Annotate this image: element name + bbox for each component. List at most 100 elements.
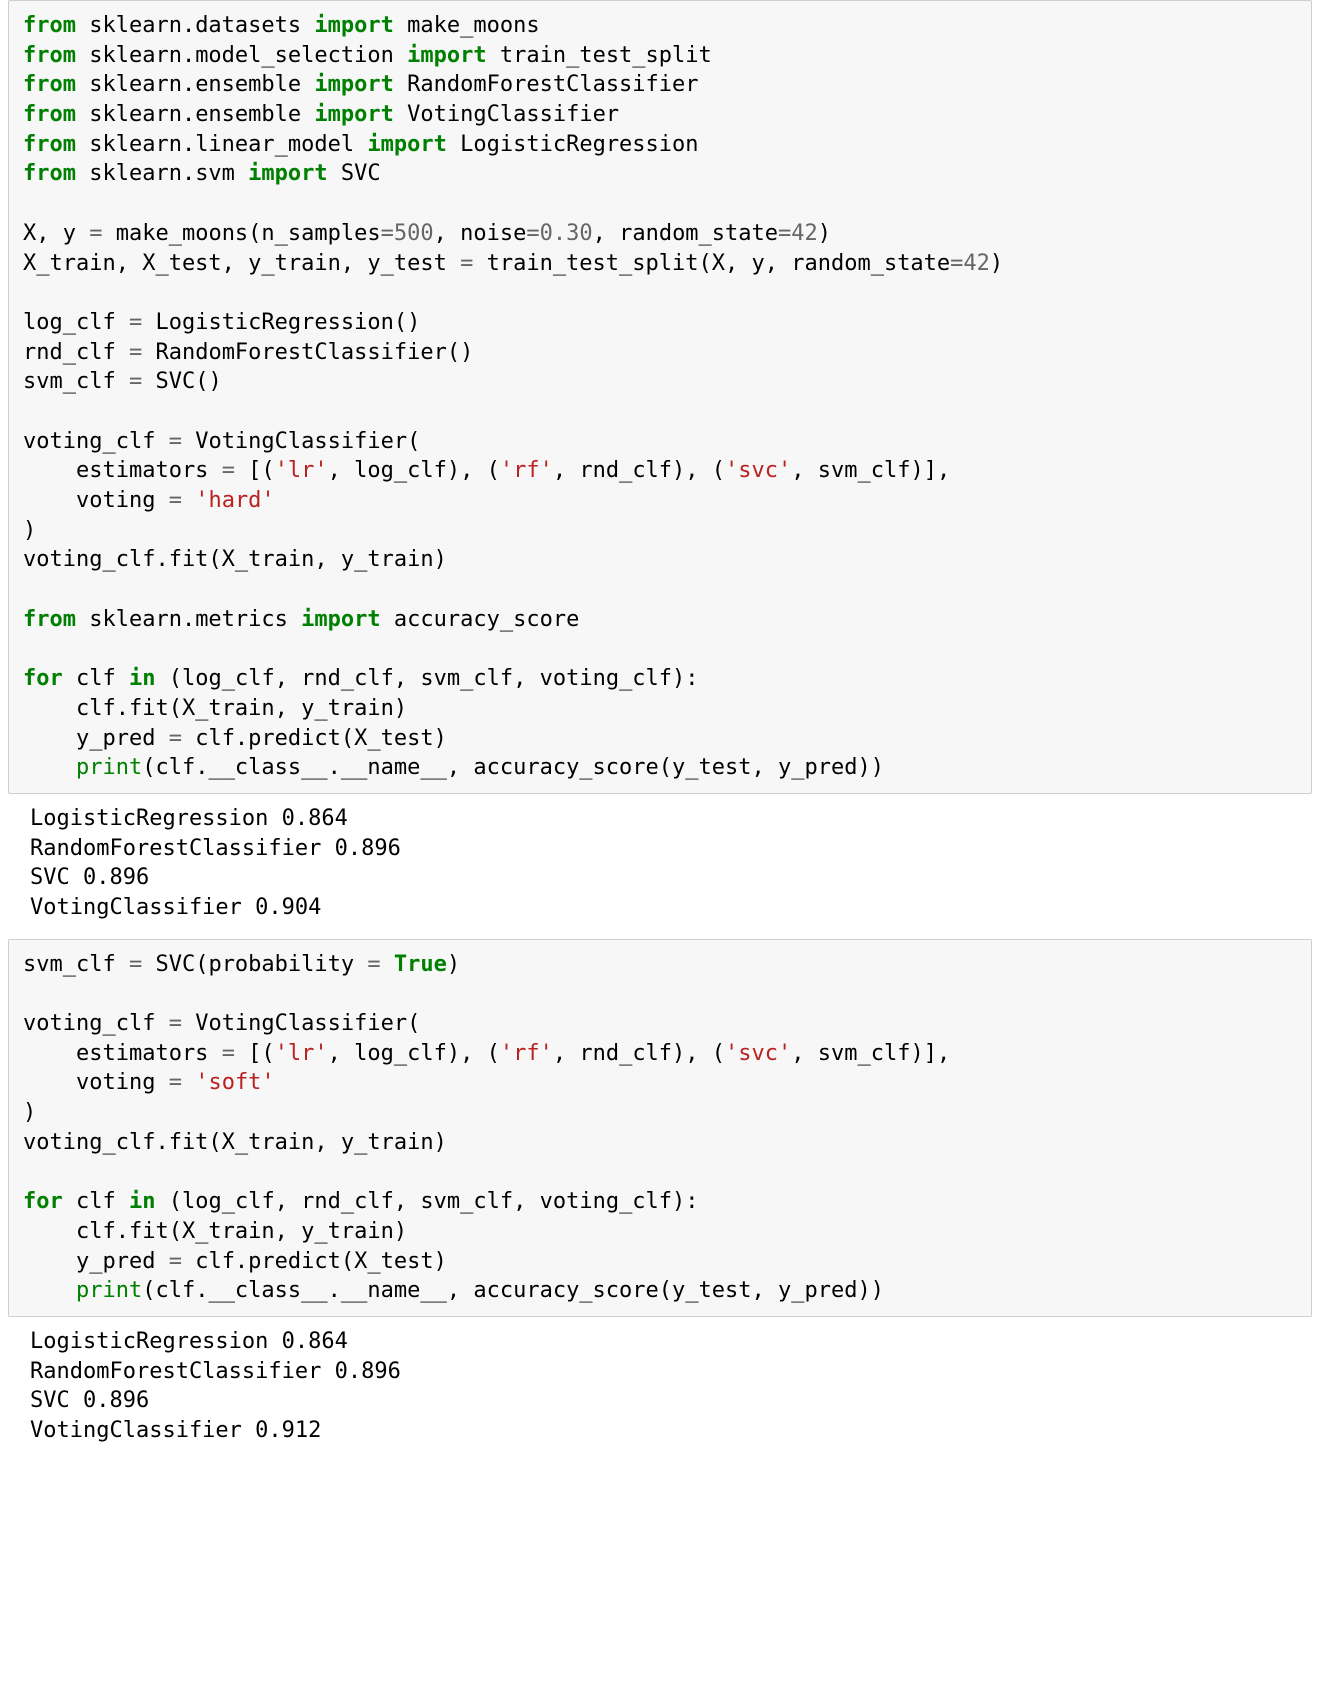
- keyword-import: import: [248, 161, 327, 186]
- code-text: voting_clf.fit(X_train, y_train): [23, 1130, 447, 1155]
- code-text: sklearn.ensemble: [76, 102, 314, 127]
- code-text: clf: [63, 1189, 129, 1214]
- operator: =: [169, 429, 182, 454]
- code-text: VotingClassifier(: [182, 429, 420, 454]
- operator: =: [169, 1249, 182, 1274]
- output-line: SVC 0.896: [30, 1388, 149, 1413]
- code-text: estimators: [23, 1041, 222, 1066]
- code-text: RandomForestClassifier(): [142, 340, 473, 365]
- code-text: sklearn.metrics: [76, 607, 301, 632]
- code-text: , svm_clf)],: [791, 458, 950, 483]
- operator: =: [460, 251, 473, 276]
- keyword-import: import: [314, 72, 393, 97]
- code-text: [(: [235, 458, 275, 483]
- keyword-true: True: [394, 952, 447, 977]
- code-text: [23, 755, 76, 780]
- operator: =: [89, 221, 102, 246]
- string-literal: 'soft': [195, 1070, 274, 1095]
- operator: =: [129, 340, 142, 365]
- code-text: RandomForestClassifier: [394, 72, 699, 97]
- output-line: SVC 0.896: [30, 865, 149, 890]
- code-text: log_clf: [23, 310, 129, 335]
- code-cell-2[interactable]: svm_clf = SVC(probability = True) voting…: [8, 939, 1312, 1317]
- operator: =: [381, 221, 394, 246]
- code-text: SVC(): [142, 369, 221, 394]
- code-text: , log_clf), (: [328, 458, 500, 483]
- code-block-1: from sklearn.datasets import make_moons …: [23, 11, 1297, 783]
- builtin-print: print: [76, 1278, 142, 1303]
- code-text: VotingClassifier(: [182, 1011, 420, 1036]
- code-text: svm_clf: [23, 369, 129, 394]
- code-text: make_moons: [394, 13, 540, 38]
- code-text: rnd_clf: [23, 340, 129, 365]
- operator: =: [169, 1070, 182, 1095]
- code-text: LogisticRegression(): [142, 310, 420, 335]
- code-text: y_pred: [23, 726, 169, 751]
- string-literal: 'svc': [725, 458, 791, 483]
- code-text: sklearn.datasets: [76, 13, 314, 38]
- code-cell-1[interactable]: from sklearn.datasets import make_moons …: [8, 0, 1312, 794]
- output-line: RandomForestClassifier 0.896: [30, 1359, 401, 1384]
- keyword-in: in: [129, 1189, 156, 1214]
- operator: =: [367, 952, 380, 977]
- operator: =: [222, 1041, 235, 1066]
- operator: =: [169, 488, 182, 513]
- code-text: accuracy_score: [381, 607, 580, 632]
- number-literal: 500: [394, 221, 434, 246]
- keyword-import: import: [407, 43, 486, 68]
- operator: =: [950, 251, 963, 276]
- code-text: train_test_split(X, y, random_state: [473, 251, 950, 276]
- code-text: voting: [23, 1070, 169, 1095]
- code-text: clf.predict(X_test): [182, 726, 447, 751]
- code-text: ): [818, 221, 831, 246]
- keyword-import: import: [314, 13, 393, 38]
- code-text: sklearn.svm: [76, 161, 248, 186]
- code-text: clf.fit(X_train, y_train): [23, 1219, 407, 1244]
- code-text: X, y: [23, 221, 89, 246]
- code-text: ): [990, 251, 1003, 276]
- code-text: svm_clf: [23, 952, 129, 977]
- code-text: ): [23, 518, 36, 543]
- code-text: (clf.__class__.__name__, accuracy_score(…: [142, 1278, 884, 1303]
- output-line: VotingClassifier 0.912: [30, 1418, 321, 1443]
- number-literal: 0.30: [540, 221, 593, 246]
- code-text: X_train, X_test, y_train, y_test: [23, 251, 460, 276]
- keyword-import: import: [301, 607, 380, 632]
- code-text: (log_clf, rnd_clf, svm_clf, voting_clf):: [155, 1189, 698, 1214]
- code-text: voting: [23, 488, 169, 513]
- string-literal: 'hard': [195, 488, 274, 513]
- output-cell-2: LogisticRegression 0.864 RandomForestCla…: [8, 1323, 1312, 1462]
- operator: =: [526, 221, 539, 246]
- code-text: , noise: [434, 221, 527, 246]
- output-line: RandomForestClassifier 0.896: [30, 836, 401, 861]
- code-text: VotingClassifier: [394, 102, 619, 127]
- keyword-from: from: [23, 102, 76, 127]
- code-text: (clf.__class__.__name__, accuracy_score(…: [142, 755, 884, 780]
- string-literal: 'lr': [275, 1041, 328, 1066]
- keyword-from: from: [23, 132, 76, 157]
- keyword-import: import: [367, 132, 446, 157]
- operator: =: [778, 221, 791, 246]
- string-literal: 'rf': [500, 458, 553, 483]
- keyword-from: from: [23, 607, 76, 632]
- keyword-from: from: [23, 161, 76, 186]
- code-text: [182, 1070, 195, 1095]
- code-text: [23, 1278, 76, 1303]
- code-text: [381, 952, 394, 977]
- operator: =: [222, 458, 235, 483]
- code-text: sklearn.linear_model: [76, 132, 367, 157]
- operator: =: [129, 369, 142, 394]
- output-line: LogisticRegression 0.864: [30, 1329, 348, 1354]
- keyword-from: from: [23, 72, 76, 97]
- code-text: y_pred: [23, 1249, 169, 1274]
- code-text: voting_clf.fit(X_train, y_train): [23, 547, 447, 572]
- keyword-in: in: [129, 666, 156, 691]
- keyword-for: for: [23, 1189, 63, 1214]
- code-text: , svm_clf)],: [791, 1041, 950, 1066]
- code-text: clf.fit(X_train, y_train): [23, 696, 407, 721]
- keyword-from: from: [23, 43, 76, 68]
- code-text: ): [23, 1100, 36, 1125]
- code-text: , rnd_clf), (: [553, 458, 725, 483]
- code-text: voting_clf: [23, 1011, 169, 1036]
- operator: =: [169, 726, 182, 751]
